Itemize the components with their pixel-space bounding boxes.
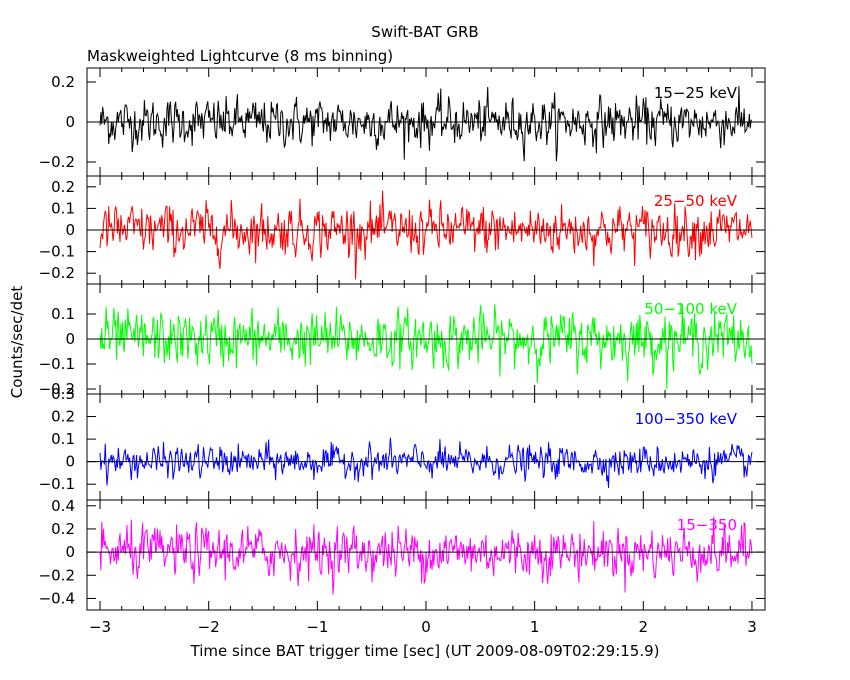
y-tick-label: −0.2 xyxy=(39,566,75,584)
y-tick-label: −0.1 xyxy=(39,243,75,261)
y-tick-label: 0 xyxy=(65,113,75,131)
y-tick-label: −0.2 xyxy=(39,380,75,398)
y-tick-label: 0.1 xyxy=(51,305,75,323)
y-tick-label: 0.2 xyxy=(51,408,75,426)
x-tick-label: 1 xyxy=(530,618,540,636)
panel-5: −0.4 −0.2 0 0.2 0.4 15−350 xyxy=(39,497,766,611)
band-label: 100−350 keV xyxy=(635,410,738,428)
y-tick-label: 0.3 xyxy=(51,385,75,403)
y-axis-label: Counts/sec/det xyxy=(8,286,26,399)
band-label: 25−50 keV xyxy=(654,192,738,210)
y-tick-label: 0.2 xyxy=(51,178,75,196)
y-tick-label: 0.4 xyxy=(51,497,75,515)
panels-group: −0.2 0 0.2 15−25 keV −0.2 −0.1 0 0.1 0.2 25−50 ke… xyxy=(39,67,766,636)
y-tick-label: 0.1 xyxy=(51,430,75,448)
band-label: 50−100 keV xyxy=(644,300,737,318)
figure-subtitle: Maskweighted Lightcurve (8 ms binning) xyxy=(87,47,393,65)
x-tick-label: −1 xyxy=(306,618,328,636)
series-line xyxy=(99,86,753,162)
x-tick-label: −2 xyxy=(198,618,220,636)
y-tick-label: −0.2 xyxy=(39,153,75,171)
x-axis-label: Time since BAT trigger time [sec] (UT 20… xyxy=(190,642,660,660)
x-tick-label: 2 xyxy=(639,618,649,636)
y-tick-label: −0.1 xyxy=(39,355,75,373)
y-tick-label: 0.1 xyxy=(51,199,75,217)
y-tick-label: 0.2 xyxy=(51,73,75,91)
panel-3: −0.2 −0.1 0 0.1 50−100 keV xyxy=(39,283,766,398)
y-tick-label: 0 xyxy=(65,221,75,239)
series-line xyxy=(99,437,753,489)
y-tick-label: 0 xyxy=(65,330,75,348)
series-line xyxy=(99,304,753,390)
y-tick-label: −0.2 xyxy=(39,264,75,282)
band-label: 15−350 xyxy=(677,516,737,534)
y-tick-label: 0 xyxy=(65,543,75,561)
y-tick-label: −0.1 xyxy=(39,475,75,493)
panel-4: −0.1 0 0.1 0.2 0.3 100−350 keV xyxy=(39,385,766,501)
y-tick-label: 0 xyxy=(65,453,75,471)
x-tick-label: −3 xyxy=(89,618,111,636)
x-tick-label: 3 xyxy=(747,618,757,636)
band-label: 15−25 keV xyxy=(654,84,738,102)
figure-title: Swift-BAT GRB xyxy=(371,23,478,41)
y-tick-label: −0.4 xyxy=(39,589,75,607)
y-tick-label: 0.2 xyxy=(51,520,75,538)
x-tick-label: 0 xyxy=(421,618,431,636)
